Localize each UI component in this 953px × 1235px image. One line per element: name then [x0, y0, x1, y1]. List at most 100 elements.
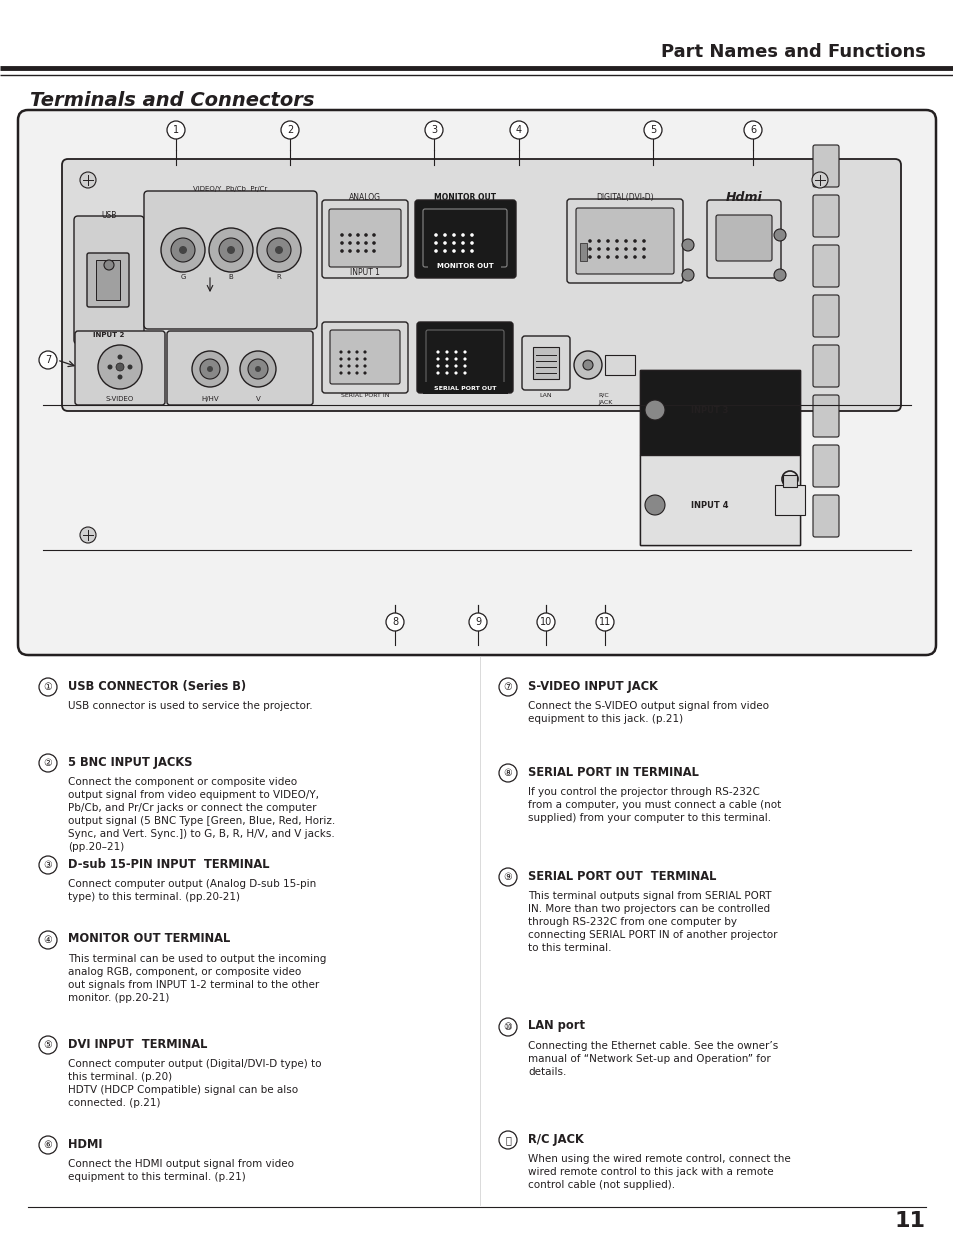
Text: ⑦: ⑦ — [503, 682, 512, 692]
Text: H/HV: H/HV — [201, 396, 218, 403]
Circle shape — [355, 364, 358, 368]
Circle shape — [364, 241, 368, 245]
Circle shape — [537, 613, 555, 631]
Circle shape — [372, 241, 375, 245]
FancyBboxPatch shape — [812, 445, 838, 487]
Circle shape — [39, 351, 57, 369]
Circle shape — [347, 372, 351, 374]
Text: MONITOR OUT: MONITOR OUT — [436, 263, 493, 269]
Text: USB CONNECTOR (Series B): USB CONNECTOR (Series B) — [68, 679, 246, 693]
Circle shape — [469, 613, 486, 631]
FancyBboxPatch shape — [812, 395, 838, 437]
Circle shape — [498, 868, 517, 885]
Text: this terminal. (p.20): this terminal. (p.20) — [68, 1072, 172, 1082]
Circle shape — [39, 856, 57, 874]
Circle shape — [80, 172, 96, 188]
Text: 6: 6 — [749, 125, 756, 135]
Text: wired remote control to this jack with a remote: wired remote control to this jack with a… — [527, 1167, 773, 1177]
Circle shape — [633, 256, 637, 259]
Bar — [579, 243, 586, 261]
FancyBboxPatch shape — [75, 331, 165, 405]
FancyBboxPatch shape — [426, 330, 503, 384]
Circle shape — [339, 364, 342, 368]
Text: 7: 7 — [45, 354, 51, 366]
FancyBboxPatch shape — [167, 331, 313, 405]
Text: monitor. (pp.20-21): monitor. (pp.20-21) — [68, 993, 170, 1003]
Circle shape — [355, 372, 358, 374]
Circle shape — [104, 261, 113, 270]
Circle shape — [436, 357, 439, 361]
Circle shape — [171, 238, 194, 262]
Circle shape — [254, 366, 261, 372]
Circle shape — [605, 247, 609, 251]
FancyBboxPatch shape — [18, 110, 935, 655]
Text: 3: 3 — [431, 125, 436, 135]
Circle shape — [179, 246, 187, 254]
FancyBboxPatch shape — [62, 159, 900, 411]
Text: INPUT 3: INPUT 3 — [691, 405, 728, 415]
Text: SERIAL PORT IN: SERIAL PORT IN — [340, 393, 389, 398]
Circle shape — [363, 372, 366, 374]
Circle shape — [454, 351, 457, 353]
Text: (pp.20–21): (pp.20–21) — [68, 842, 124, 852]
Circle shape — [773, 269, 785, 282]
Circle shape — [510, 121, 527, 140]
Text: ③: ③ — [44, 860, 52, 869]
Text: R/C: R/C — [598, 393, 608, 398]
Text: IN. More than two projectors can be controlled: IN. More than two projectors can be cont… — [527, 904, 769, 914]
FancyBboxPatch shape — [415, 200, 516, 278]
Text: 10: 10 — [539, 618, 552, 627]
Circle shape — [596, 613, 614, 631]
Text: INPUT 1: INPUT 1 — [350, 268, 379, 277]
Circle shape — [445, 372, 448, 374]
Text: Connect computer output (Analog D-sub 15-pin: Connect computer output (Analog D-sub 15… — [68, 879, 315, 889]
Text: S-VIDEO: S-VIDEO — [106, 396, 134, 403]
Circle shape — [623, 247, 627, 251]
Circle shape — [355, 357, 358, 361]
Text: 1: 1 — [172, 125, 179, 135]
Circle shape — [498, 678, 517, 697]
Circle shape — [434, 233, 437, 237]
Circle shape — [633, 240, 637, 243]
Circle shape — [355, 351, 358, 353]
Text: R/C JACK: R/C JACK — [527, 1132, 583, 1146]
FancyBboxPatch shape — [812, 144, 838, 186]
Circle shape — [281, 121, 298, 140]
Bar — [604, 354, 635, 375]
Circle shape — [582, 359, 593, 370]
Bar — [96, 261, 120, 300]
Text: If you control the projector through RS-232C: If you control the projector through RS-… — [527, 787, 760, 797]
Circle shape — [161, 228, 205, 272]
Circle shape — [460, 233, 464, 237]
Text: 2: 2 — [287, 125, 293, 135]
Circle shape — [39, 931, 57, 948]
Circle shape — [209, 228, 253, 272]
Text: ④: ④ — [44, 935, 52, 945]
Circle shape — [372, 233, 375, 237]
Circle shape — [363, 364, 366, 368]
Text: Connect the HDMI output signal from video: Connect the HDMI output signal from vide… — [68, 1158, 294, 1170]
Circle shape — [339, 372, 342, 374]
Text: USB: USB — [101, 210, 116, 220]
Circle shape — [463, 357, 466, 361]
Circle shape — [641, 256, 645, 259]
Text: from a computer, you must connect a cable (not: from a computer, you must connect a cabl… — [527, 800, 781, 810]
Text: B: B — [229, 274, 233, 280]
Circle shape — [644, 495, 664, 515]
Circle shape — [117, 354, 122, 359]
Circle shape — [443, 241, 446, 245]
Circle shape — [643, 121, 661, 140]
Circle shape — [240, 351, 275, 387]
Circle shape — [498, 1018, 517, 1036]
Circle shape — [615, 240, 618, 243]
Text: SERIAL PORT OUT  TERMINAL: SERIAL PORT OUT TERMINAL — [527, 869, 716, 883]
Bar — [774, 485, 804, 515]
Text: ⑤: ⑤ — [44, 1040, 52, 1050]
FancyBboxPatch shape — [812, 245, 838, 287]
Text: 8: 8 — [392, 618, 397, 627]
Text: DVI INPUT  TERMINAL: DVI INPUT TERMINAL — [68, 1037, 207, 1051]
Circle shape — [470, 249, 474, 253]
Circle shape — [623, 240, 627, 243]
Circle shape — [372, 249, 375, 253]
Text: VIDEO/Y  Pb/Cb  Pr/Cr: VIDEO/Y Pb/Cb Pr/Cr — [193, 186, 267, 191]
